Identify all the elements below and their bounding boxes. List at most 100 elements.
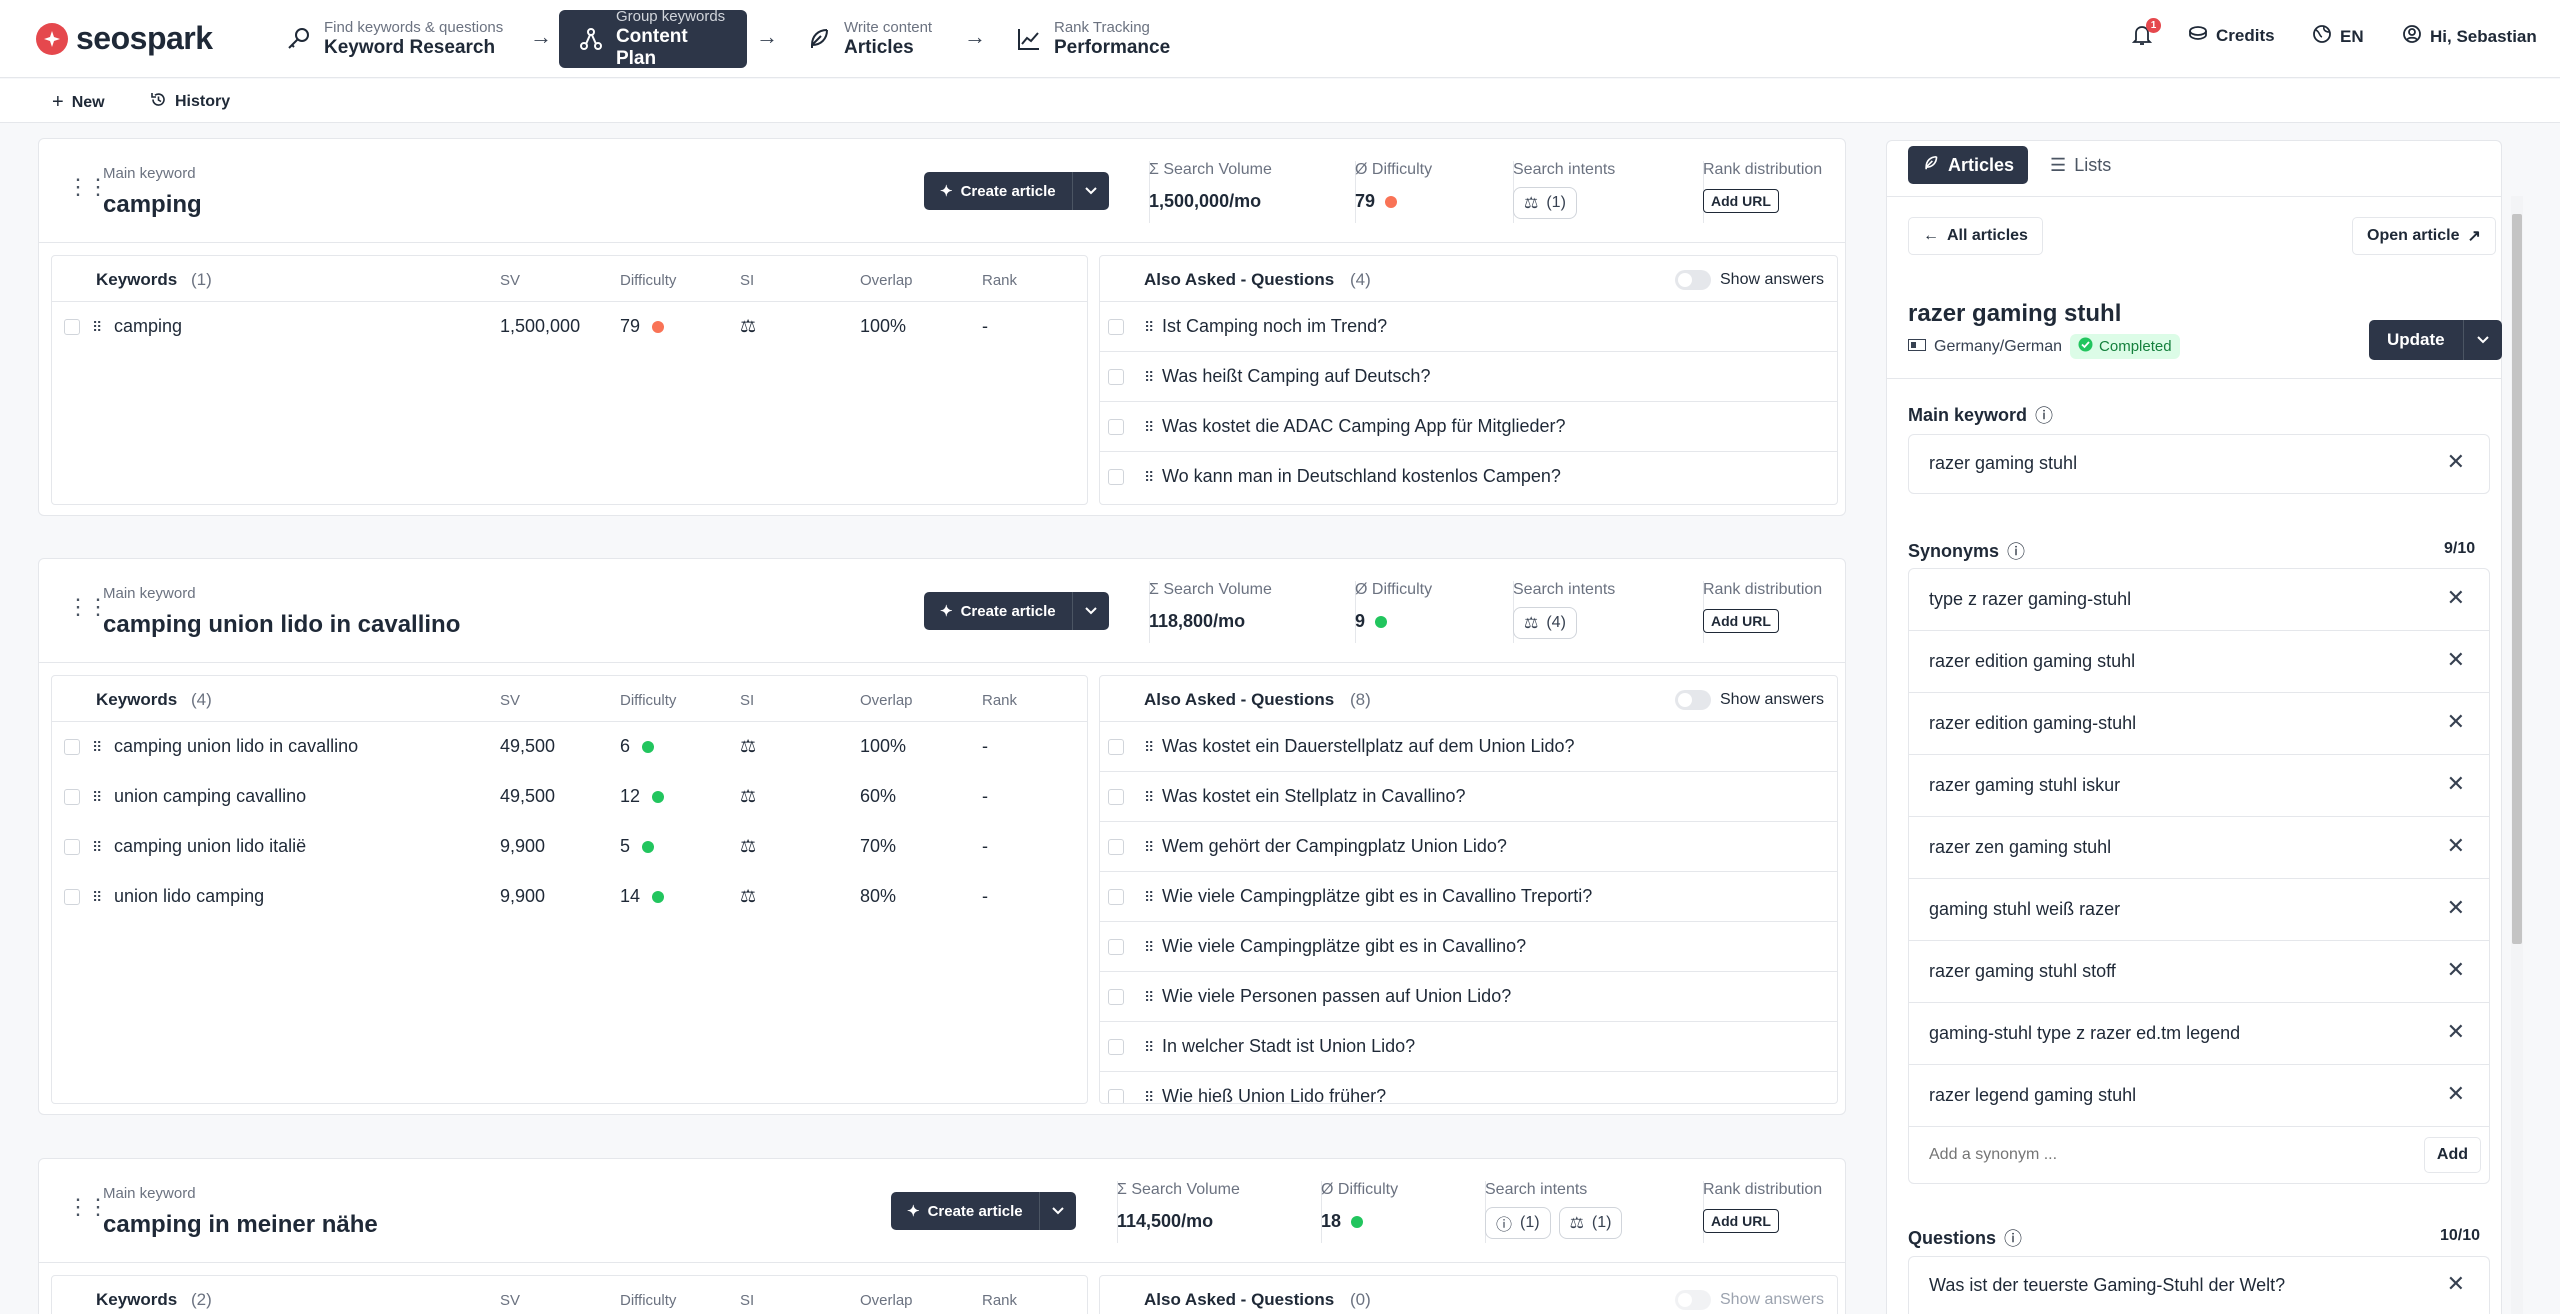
col-si[interactable]: SI <box>740 1292 755 1309</box>
drag-handle-icon[interactable]: ⋮⋮ <box>67 594 109 619</box>
table-row[interactable]: ⠿ camping union lido italië 9,900 5 ⚖ 70… <box>52 822 1087 872</box>
col-si[interactable]: SI <box>740 692 755 709</box>
question-row[interactable]: ⠿ Wo kann man in Deutschland kostenlos Ca… <box>1100 452 1837 502</box>
question-row[interactable]: ⠿ In welcher Stadt ist Union Lido? <box>1100 1022 1837 1072</box>
table-row[interactable]: ⠿ union camping cavallino 49,500 12 ⚖ 60… <box>52 772 1087 822</box>
synonym-item[interactable]: razer legend gaming stuhl ✕ <box>1909 1065 2489 1127</box>
row-checkbox[interactable] <box>64 789 80 805</box>
update-label[interactable]: Update <box>2369 320 2464 360</box>
col-si[interactable]: SI <box>740 272 755 289</box>
col-rank[interactable]: Rank <box>982 692 1018 709</box>
close-icon[interactable]: ✕ <box>2446 833 2465 858</box>
add-url-button[interactable]: Add URL <box>1703 189 1779 213</box>
drag-handle-icon[interactable]: ⠿ <box>1144 889 1154 905</box>
row-checkbox[interactable] <box>1108 989 1124 1005</box>
close-icon[interactable]: ✕ <box>2446 449 2465 474</box>
add-synonym-input[interactable] <box>1919 1137 2399 1173</box>
show-answers-toggle[interactable] <box>1675 690 1711 710</box>
create-article-main[interactable]: ✦ Create article <box>924 172 1073 210</box>
add-url-button[interactable]: Add URL <box>1703 609 1779 633</box>
drag-handle-icon[interactable]: ⋮⋮ <box>67 1194 109 1219</box>
add-synonym-button[interactable]: Add <box>2423 1137 2481 1173</box>
close-icon[interactable]: ✕ <box>2446 1081 2465 1106</box>
close-icon[interactable]: ✕ <box>2446 771 2465 796</box>
drag-handle-icon[interactable]: ⠿ <box>1144 939 1154 955</box>
step-content-plan[interactable]: Group keywords Content Plan <box>559 8 747 69</box>
drag-handle-icon[interactable]: ⠿ <box>1144 1089 1154 1104</box>
question-row[interactable]: ⠿ Was heißt Camping auf Deutsch? <box>1100 352 1837 402</box>
history-button[interactable]: History <box>150 91 230 113</box>
drag-handle-icon[interactable]: ⠿ <box>1144 469 1154 485</box>
drag-handle-icon[interactable]: ⠿ <box>1144 319 1154 335</box>
question-row[interactable]: ⠿ Wie viele Personen passen auf Union Lid… <box>1100 972 1837 1022</box>
close-icon[interactable]: ✕ <box>2446 1271 2465 1296</box>
drag-handle-icon[interactable]: ⠿ <box>1144 1039 1154 1055</box>
show-answers-toggle[interactable] <box>1675 1290 1711 1310</box>
col-sv[interactable]: SV <box>500 272 521 289</box>
row-checkbox[interactable] <box>1108 789 1124 805</box>
col-sv[interactable]: SV <box>500 692 521 709</box>
chevron-down-icon[interactable] <box>2464 320 2502 360</box>
col-overlap[interactable]: Overlap <box>860 272 913 289</box>
close-icon[interactable]: ✕ <box>2446 585 2465 610</box>
table-row[interactable]: ⠿ camping union lido in cavallino 49,500… <box>52 722 1087 772</box>
step-performance[interactable]: Rank Tracking Performance <box>996 10 1188 68</box>
intent-pill[interactable]: ⚖ (1) <box>1513 187 1577 219</box>
synonym-item[interactable]: razer gaming stuhl iskur ✕ <box>1909 755 2489 817</box>
question-row[interactable]: ⠿ Wie hieß Union Lido früher? <box>1100 1072 1837 1104</box>
show-answers-toggle[interactable] <box>1675 270 1711 290</box>
table-row[interactable]: ⠿ union lido camping 9,900 14 ⚖ 80% - <box>52 872 1087 922</box>
intent-pill[interactable]: ⓘ (1) <box>1485 1207 1551 1239</box>
question-row[interactable]: ⠿ Was kostet die ADAC Camping App für Mit… <box>1100 402 1837 452</box>
drag-handle-icon[interactable]: ⠿ <box>1144 369 1154 385</box>
credits-button[interactable]: Credits <box>2188 24 2275 47</box>
drag-handle-icon[interactable]: ⠿ <box>1144 839 1154 855</box>
step-keyword-research[interactable]: Find keywords & questions Keyword Resear… <box>266 10 521 68</box>
add-url-button[interactable]: Add URL <box>1703 1209 1779 1233</box>
info-icon[interactable]: ⓘ <box>2004 1229 2023 1249</box>
user-menu[interactable]: Hi, Sebastian <box>2402 24 2537 49</box>
col-rank[interactable]: Rank <box>982 1292 1018 1309</box>
question-item[interactable]: Was ist der teuerste Gaming-Stuhl der We… <box>1909 1257 2489 1314</box>
update-button[interactable]: Update <box>2369 320 2502 360</box>
info-icon[interactable]: ⓘ <box>2007 542 2026 562</box>
row-checkbox[interactable] <box>1108 1089 1124 1103</box>
close-icon[interactable]: ✕ <box>2446 1019 2465 1044</box>
synonym-item[interactable]: razer zen gaming stuhl ✕ <box>1909 817 2489 879</box>
create-article-main[interactable]: ✦ Create article <box>924 592 1073 630</box>
close-icon[interactable]: ✕ <box>2446 709 2465 734</box>
col-sv[interactable]: SV <box>500 1292 521 1309</box>
row-checkbox[interactable] <box>1108 739 1124 755</box>
create-article-main[interactable]: ✦ Create article <box>891 1192 1040 1230</box>
close-icon[interactable]: ✕ <box>2446 895 2465 920</box>
close-icon[interactable]: ✕ <box>2446 647 2465 672</box>
chevron-down-icon[interactable] <box>1073 172 1109 210</box>
question-row[interactable]: ⠿ Wie viele Campingplätze gibt es in Cava… <box>1100 872 1837 922</box>
row-checkbox[interactable] <box>1108 1039 1124 1055</box>
drag-handle-icon[interactable]: ⠿ <box>1144 789 1154 805</box>
question-row[interactable]: ⠿ Wie viele Campingplätze gibt es in Cava… <box>1100 922 1837 972</box>
col-difficulty[interactable]: Difficulty <box>620 1292 677 1309</box>
col-difficulty[interactable]: Difficulty <box>620 272 677 289</box>
create-article-button[interactable]: ✦ Create article <box>924 592 1109 630</box>
tab-lists[interactable]: ☰ Lists <box>2036 146 2125 184</box>
chevron-down-icon[interactable] <box>1073 592 1109 630</box>
row-checkbox[interactable] <box>1108 839 1124 855</box>
row-checkbox[interactable] <box>64 319 80 335</box>
intent-pill[interactable]: ⚖ (1) <box>1558 1207 1623 1239</box>
intent-pill[interactable]: ⚖ (4) <box>1513 607 1577 639</box>
synonym-item[interactable]: razer gaming stuhl stoff ✕ <box>1909 941 2489 1003</box>
row-checkbox[interactable] <box>1108 319 1124 335</box>
question-row[interactable]: ⠿ Was kostet ein Stellplatz in Cavallino? <box>1100 772 1837 822</box>
question-row[interactable]: ⠿ Wem gehört der Campingplatz Union Lido? <box>1100 822 1837 872</box>
row-checkbox[interactable] <box>1108 939 1124 955</box>
drag-handle-icon[interactable]: ⠿ <box>92 889 102 905</box>
drag-handle-icon[interactable]: ⠿ <box>92 839 102 855</box>
row-checkbox[interactable] <box>64 839 80 855</box>
drag-handle-icon[interactable]: ⠿ <box>1144 739 1154 755</box>
sidebar-scrollbar[interactable] <box>2511 196 2523 1314</box>
synonym-item[interactable]: type z razer gaming-stuhl ✕ <box>1909 569 2489 631</box>
col-overlap[interactable]: Overlap <box>860 692 913 709</box>
col-rank[interactable]: Rank <box>982 272 1018 289</box>
new-button[interactable]: + New <box>52 91 105 114</box>
